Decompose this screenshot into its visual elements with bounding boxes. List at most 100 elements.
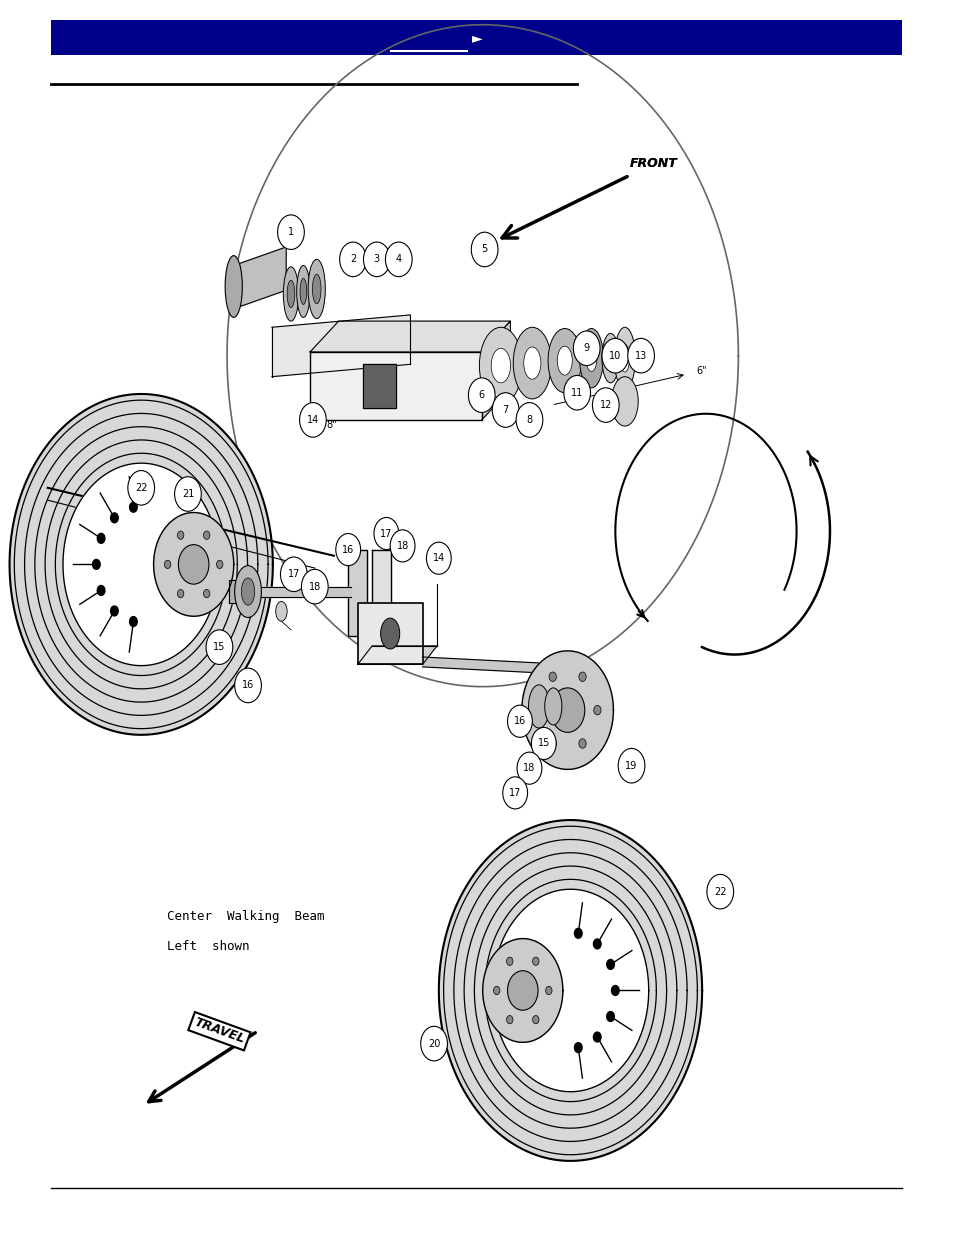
Text: 21: 21 bbox=[182, 489, 193, 499]
Circle shape bbox=[593, 939, 600, 948]
Circle shape bbox=[506, 957, 513, 966]
Polygon shape bbox=[362, 364, 395, 408]
Circle shape bbox=[517, 752, 541, 784]
Text: 1: 1 bbox=[288, 227, 294, 237]
Text: 12: 12 bbox=[599, 400, 611, 410]
Circle shape bbox=[531, 727, 556, 760]
Polygon shape bbox=[521, 651, 613, 769]
Text: 14: 14 bbox=[307, 415, 318, 425]
Polygon shape bbox=[357, 646, 436, 664]
Text: 2: 2 bbox=[350, 254, 355, 264]
Ellipse shape bbox=[513, 327, 551, 399]
Ellipse shape bbox=[312, 274, 320, 304]
Ellipse shape bbox=[234, 566, 261, 618]
Circle shape bbox=[606, 960, 614, 969]
Circle shape bbox=[593, 1032, 600, 1042]
Circle shape bbox=[549, 672, 556, 682]
Circle shape bbox=[506, 1015, 513, 1024]
Circle shape bbox=[216, 561, 223, 568]
Circle shape bbox=[502, 777, 527, 809]
Ellipse shape bbox=[287, 280, 294, 308]
Polygon shape bbox=[63, 463, 219, 666]
Circle shape bbox=[534, 705, 541, 715]
Ellipse shape bbox=[225, 256, 242, 317]
Circle shape bbox=[97, 585, 105, 595]
Ellipse shape bbox=[614, 327, 635, 389]
Circle shape bbox=[299, 403, 326, 437]
Circle shape bbox=[420, 1026, 447, 1061]
Circle shape bbox=[611, 986, 618, 995]
Circle shape bbox=[471, 232, 497, 267]
Circle shape bbox=[563, 375, 590, 410]
Circle shape bbox=[468, 378, 495, 412]
Polygon shape bbox=[348, 550, 367, 636]
Ellipse shape bbox=[547, 329, 581, 393]
Circle shape bbox=[627, 338, 654, 373]
Circle shape bbox=[578, 739, 585, 748]
Text: 17: 17 bbox=[380, 529, 392, 538]
Text: 16: 16 bbox=[242, 680, 253, 690]
Text: FRONT: FRONT bbox=[629, 157, 677, 170]
Text: TRAVEL: TRAVEL bbox=[193, 1016, 246, 1046]
Text: 11: 11 bbox=[571, 388, 582, 398]
Circle shape bbox=[130, 503, 137, 513]
Polygon shape bbox=[492, 889, 648, 1092]
Polygon shape bbox=[438, 820, 701, 1161]
Circle shape bbox=[339, 242, 366, 277]
Text: FRONT: FRONT bbox=[629, 157, 677, 170]
Text: 13: 13 bbox=[635, 351, 646, 361]
Polygon shape bbox=[422, 657, 543, 673]
Ellipse shape bbox=[308, 259, 325, 319]
Ellipse shape bbox=[585, 345, 597, 372]
Circle shape bbox=[111, 606, 118, 616]
Ellipse shape bbox=[491, 348, 510, 383]
Circle shape bbox=[128, 471, 154, 505]
Circle shape bbox=[493, 987, 499, 994]
Polygon shape bbox=[310, 352, 481, 420]
Ellipse shape bbox=[578, 329, 602, 388]
Circle shape bbox=[177, 589, 184, 598]
Ellipse shape bbox=[241, 578, 254, 605]
Polygon shape bbox=[253, 587, 351, 597]
Circle shape bbox=[335, 534, 360, 566]
Circle shape bbox=[130, 616, 137, 626]
Circle shape bbox=[549, 739, 556, 748]
Text: 9: 9 bbox=[583, 343, 589, 353]
Circle shape bbox=[574, 1042, 581, 1052]
Circle shape bbox=[174, 477, 201, 511]
Polygon shape bbox=[310, 321, 510, 352]
Text: 18: 18 bbox=[523, 763, 535, 773]
Circle shape bbox=[532, 1015, 538, 1024]
Ellipse shape bbox=[611, 377, 638, 426]
Text: 15: 15 bbox=[537, 739, 549, 748]
Text: 7: 7 bbox=[502, 405, 508, 415]
Circle shape bbox=[601, 338, 628, 373]
Bar bbox=[51, 21, 902, 54]
Circle shape bbox=[545, 987, 552, 994]
Polygon shape bbox=[10, 394, 273, 735]
Circle shape bbox=[507, 705, 532, 737]
Ellipse shape bbox=[296, 266, 310, 317]
Circle shape bbox=[593, 705, 600, 715]
Text: 16: 16 bbox=[514, 716, 525, 726]
Circle shape bbox=[164, 561, 171, 568]
Circle shape bbox=[277, 215, 304, 249]
Circle shape bbox=[573, 331, 599, 366]
Circle shape bbox=[606, 1011, 614, 1021]
Text: 22: 22 bbox=[713, 887, 726, 897]
Text: 6: 6 bbox=[478, 390, 484, 400]
Text: 14: 14 bbox=[433, 553, 444, 563]
Ellipse shape bbox=[544, 688, 561, 725]
Text: 6": 6" bbox=[696, 366, 706, 375]
Circle shape bbox=[92, 559, 100, 569]
Text: 18: 18 bbox=[396, 541, 408, 551]
Circle shape bbox=[706, 874, 733, 909]
Text: 10: 10 bbox=[609, 351, 620, 361]
Circle shape bbox=[507, 971, 537, 1010]
Text: 20: 20 bbox=[428, 1039, 439, 1049]
Text: 8: 8 bbox=[526, 415, 532, 425]
Circle shape bbox=[532, 957, 538, 966]
Text: ►: ► bbox=[471, 31, 482, 44]
Text: 16: 16 bbox=[342, 545, 354, 555]
Ellipse shape bbox=[557, 346, 572, 375]
